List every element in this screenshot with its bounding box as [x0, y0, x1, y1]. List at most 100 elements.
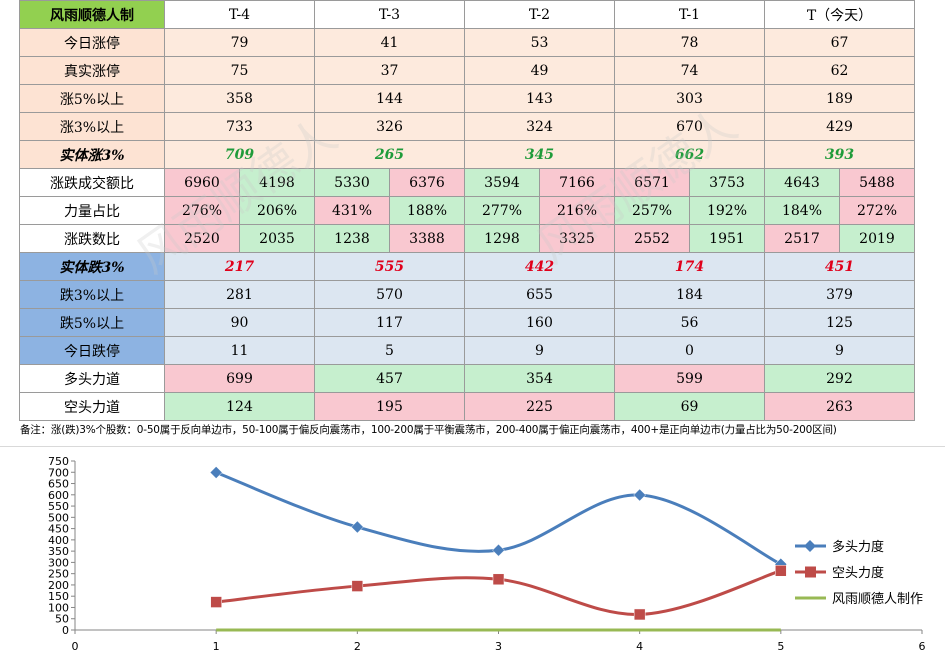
table-cell: 184	[614, 280, 765, 309]
table-row: 涨跌成交额比 6960 4198 5330 6376 3594 7166 6571 3753 46…	[19, 168, 915, 197]
table-cell: 709	[164, 140, 315, 169]
table-cell: 0	[614, 336, 765, 365]
table-cell: 2019	[839, 224, 915, 253]
table-cell: 9	[464, 336, 615, 365]
table-row: 真实涨停 75 37 49 74 62	[19, 56, 915, 85]
table-cell: 74	[614, 56, 765, 85]
y-tick-label: 700	[48, 466, 69, 479]
table-cell: 2035	[239, 224, 315, 253]
row-label: 涨跌成交额比	[19, 168, 165, 197]
table-cell: 3325	[539, 224, 615, 253]
table-cell: 174	[614, 252, 765, 281]
table-cell: 1951	[689, 224, 765, 253]
data-point	[775, 564, 787, 577]
table-cell: 5488	[839, 168, 915, 197]
legend-marker	[805, 566, 816, 578]
table-cell: 125	[764, 308, 915, 337]
table-cell: 37	[314, 56, 465, 85]
y-tick-label: 450	[48, 523, 69, 536]
table-cell: 733	[164, 112, 315, 141]
y-tick-label: 300	[48, 556, 69, 569]
y-tick-label: 150	[48, 590, 69, 603]
table-cell: 216%	[539, 196, 615, 225]
row-label: 今日涨停	[19, 28, 165, 57]
table-cell: 79	[164, 28, 315, 57]
row-label: 今日跌停	[19, 336, 165, 365]
header-row: 风雨顺德人制 T-4 T-3 T-2 T-1 T（今天）	[19, 0, 915, 29]
table-cell: 62	[764, 56, 915, 85]
x-tick-label: 2	[354, 640, 361, 653]
row-label: 真实涨停	[19, 56, 165, 85]
table-row: 跌5%以上 90 117 160 56 125	[19, 308, 915, 337]
table-cell: 265	[314, 140, 465, 169]
row-label: 涨跌数比	[19, 224, 165, 253]
table-cell: 2552	[614, 224, 690, 253]
table-cell: 457	[314, 364, 465, 393]
table-row: 实体涨3% 709 265 345 662 393	[19, 140, 915, 169]
table-cell: 303	[614, 84, 765, 113]
y-tick-label: 650	[48, 478, 69, 491]
legend-label: 风雨顺德人制作	[832, 592, 923, 607]
data-point	[492, 543, 505, 557]
table-cell: 75	[164, 56, 315, 85]
table-cell: 2520	[164, 224, 240, 253]
legend-marker	[804, 540, 816, 552]
table-cell: 49	[464, 56, 615, 85]
table-cell: 206%	[239, 196, 315, 225]
column-header: T（今天）	[764, 0, 915, 29]
column-header: T-1	[614, 0, 765, 29]
table-cell: 431%	[314, 196, 390, 225]
table-cell: 277%	[464, 196, 540, 225]
table-cell: 144	[314, 84, 465, 113]
table-cell: 5	[314, 336, 465, 365]
table-cell: 655	[464, 280, 615, 309]
table-cell: 195	[314, 392, 465, 421]
table-row: 今日涨停 79 41 53 78 67	[19, 28, 915, 57]
table-cell: 442	[464, 252, 615, 281]
table-row: 涨跌数比 2520 2035 1238 3388 1298 3325 2552 1951 2517…	[19, 224, 915, 253]
table-cell: 257%	[614, 196, 690, 225]
y-tick-label: 550	[48, 500, 69, 513]
row-label: 实体涨3%	[19, 140, 165, 169]
table-cell: 4198	[239, 168, 315, 197]
table-cell: 78	[614, 28, 765, 57]
row-label: 空头力道	[19, 392, 165, 421]
table-cell: 192%	[689, 196, 765, 225]
table-cell: 324	[464, 112, 615, 141]
divider	[0, 446, 945, 447]
row-label: 实体跌3%	[19, 252, 165, 281]
table-cell: 6571	[614, 168, 690, 197]
table-row: 涨3%以上 733 326 324 670 429	[19, 112, 915, 141]
table-title: 风雨顺德人制	[19, 0, 165, 29]
x-tick-label: 0	[72, 640, 79, 653]
x-tick-label: 6	[919, 640, 926, 653]
table-cell: 1238	[314, 224, 390, 253]
row-label: 涨3%以上	[19, 112, 165, 141]
table-row: 力量占比 276% 206% 431% 188% 277% 216% 257% 192% 184%…	[19, 196, 915, 225]
table-cell: 3594	[464, 168, 540, 197]
data-point	[492, 573, 505, 586]
table-cell: 263	[764, 392, 915, 421]
line-chart: 0501001502002503003504004505005506006507…	[48, 455, 926, 653]
table-cell: 53	[464, 28, 615, 57]
y-tick-label: 350	[48, 545, 69, 558]
table-cell: 662	[614, 140, 765, 169]
data-point	[350, 520, 364, 534]
table-row: 跌3%以上 281 570 655 184 379	[19, 280, 915, 309]
table-cell: 124	[164, 392, 315, 421]
table-cell: 117	[314, 308, 465, 337]
table-cell: 90	[164, 308, 315, 337]
table-cell: 4643	[764, 168, 840, 197]
note-text: 备注：涨(跌)3%个股数：0-50属于反向单边市，50-100属于偏反向震荡市，…	[20, 424, 837, 436]
table-cell: 354	[464, 364, 615, 393]
y-tick-label: 600	[48, 489, 69, 502]
table-row: 空头力道 124 195 225 69 263	[19, 392, 915, 421]
table-cell: 56	[614, 308, 765, 337]
x-tick-label: 3	[495, 640, 502, 653]
data-point	[633, 488, 647, 502]
data-point	[209, 466, 223, 479]
table-cell: 225	[464, 392, 615, 421]
data-point	[351, 580, 364, 592]
column-header: T-2	[464, 0, 615, 29]
table-cell: 599	[614, 364, 765, 393]
